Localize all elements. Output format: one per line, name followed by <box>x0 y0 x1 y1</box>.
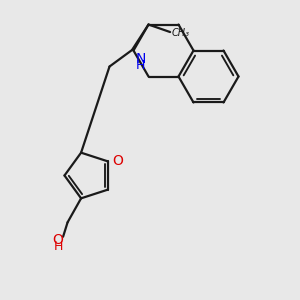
Text: N: N <box>135 52 146 66</box>
Text: O: O <box>112 154 123 168</box>
Text: CH₃: CH₃ <box>172 28 190 38</box>
Text: H: H <box>53 240 63 254</box>
Text: O: O <box>52 233 63 247</box>
Text: H: H <box>136 59 145 72</box>
